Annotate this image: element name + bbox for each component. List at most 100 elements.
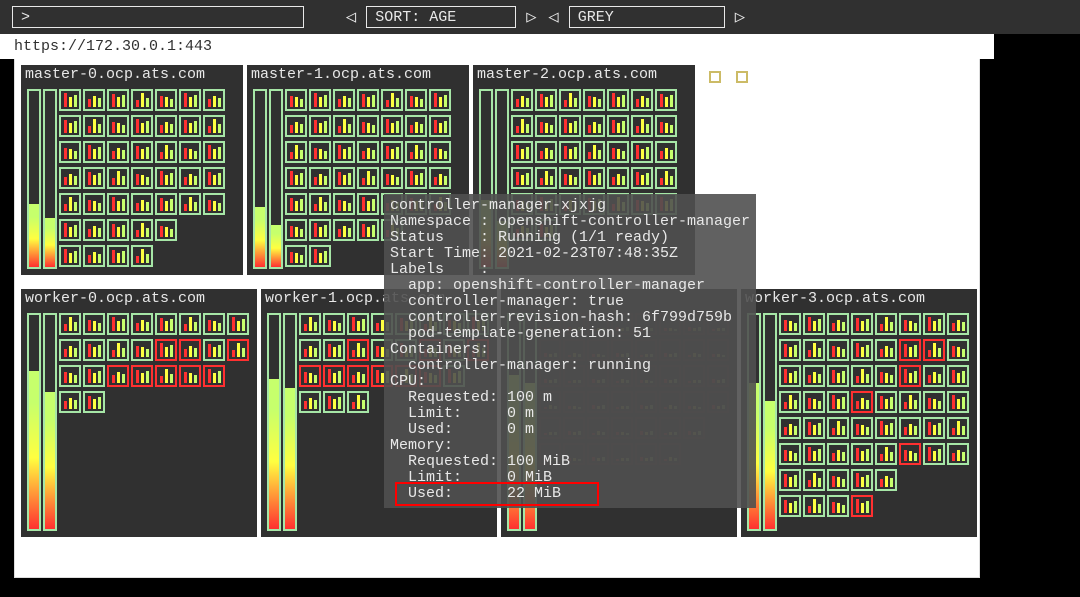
pod[interactable] (827, 495, 849, 517)
pod[interactable] (285, 219, 307, 241)
pod[interactable] (631, 115, 653, 137)
pod[interactable] (285, 245, 307, 267)
pod[interactable] (309, 219, 331, 241)
pod[interactable] (179, 339, 201, 361)
theme-prev-icon[interactable]: ◁ (549, 7, 559, 28)
pod[interactable] (875, 469, 897, 491)
pod[interactable] (535, 115, 557, 137)
pod[interactable] (779, 365, 801, 387)
pod[interactable] (511, 167, 533, 189)
pod[interactable] (59, 115, 81, 137)
pod[interactable] (875, 417, 897, 439)
pod[interactable] (131, 365, 153, 387)
pod[interactable] (59, 391, 81, 413)
pod[interactable] (559, 167, 581, 189)
pod[interactable] (285, 141, 307, 163)
pod[interactable] (309, 115, 331, 137)
pod[interactable] (429, 89, 451, 111)
pod[interactable] (83, 141, 105, 163)
pod[interactable] (947, 339, 969, 361)
pod[interactable] (875, 313, 897, 335)
pod[interactable] (59, 245, 81, 267)
node-worker3[interactable]: worker-3.ocp.ats.com (741, 289, 977, 537)
pod[interactable] (155, 89, 177, 111)
pod[interactable] (559, 115, 581, 137)
pod[interactable] (203, 193, 225, 215)
pod[interactable] (779, 391, 801, 413)
pod[interactable] (357, 141, 379, 163)
pod[interactable] (923, 391, 945, 413)
pod[interactable] (323, 313, 345, 335)
pod[interactable] (333, 193, 355, 215)
pod[interactable] (875, 391, 897, 413)
pod[interactable] (203, 313, 225, 335)
pod[interactable] (155, 339, 177, 361)
pod[interactable] (83, 313, 105, 335)
pod[interactable] (405, 167, 427, 189)
pod[interactable] (535, 141, 557, 163)
sort-prev-icon[interactable]: ◁ (346, 7, 356, 28)
pod[interactable] (875, 443, 897, 465)
pod[interactable] (405, 141, 427, 163)
sort-next-icon[interactable]: ▷ (526, 7, 536, 28)
pod[interactable] (155, 167, 177, 189)
pod[interactable] (227, 339, 249, 361)
pod[interactable] (803, 313, 825, 335)
pod[interactable] (333, 115, 355, 137)
pod[interactable] (59, 141, 81, 163)
pod[interactable] (131, 193, 153, 215)
pod[interactable] (655, 89, 677, 111)
pod[interactable] (131, 115, 153, 137)
pod[interactable] (83, 219, 105, 241)
pod[interactable] (803, 443, 825, 465)
pod[interactable] (59, 365, 81, 387)
pod[interactable] (779, 339, 801, 361)
pod[interactable] (827, 313, 849, 335)
pod[interactable] (899, 339, 921, 361)
pod[interactable] (59, 219, 81, 241)
pod[interactable] (59, 193, 81, 215)
pod[interactable] (559, 89, 581, 111)
pod[interactable] (107, 339, 129, 361)
pod[interactable] (381, 115, 403, 137)
pod[interactable] (155, 219, 177, 241)
pod[interactable] (381, 141, 403, 163)
pod[interactable] (285, 115, 307, 137)
pod[interactable] (107, 365, 129, 387)
pod[interactable] (203, 339, 225, 361)
pod[interactable] (347, 365, 369, 387)
pod[interactable] (357, 219, 379, 241)
pod[interactable] (131, 313, 153, 335)
pod[interactable] (851, 339, 873, 361)
pod[interactable] (405, 115, 427, 137)
pod[interactable] (131, 141, 153, 163)
pod[interactable] (357, 193, 379, 215)
theme-field[interactable]: GREY (569, 6, 725, 28)
pod[interactable] (347, 391, 369, 413)
pod[interactable] (631, 141, 653, 163)
pod[interactable] (779, 495, 801, 517)
pod[interactable] (827, 469, 849, 491)
node-worker0[interactable]: worker-0.ocp.ats.com (21, 289, 257, 537)
pod[interactable] (851, 417, 873, 439)
pod[interactable] (323, 365, 345, 387)
pod[interactable] (107, 219, 129, 241)
pod[interactable] (323, 391, 345, 413)
pod[interactable] (535, 167, 557, 189)
pod[interactable] (131, 339, 153, 361)
pod[interactable] (803, 365, 825, 387)
pod[interactable] (899, 417, 921, 439)
pod[interactable] (299, 365, 321, 387)
pod[interactable] (179, 313, 201, 335)
pod[interactable] (827, 417, 849, 439)
pod[interactable] (381, 167, 403, 189)
pod[interactable] (923, 365, 945, 387)
pod[interactable] (875, 365, 897, 387)
pod[interactable] (179, 167, 201, 189)
pod[interactable] (155, 313, 177, 335)
pod[interactable] (309, 141, 331, 163)
pod[interactable] (607, 89, 629, 111)
pod[interactable] (347, 313, 369, 335)
pod[interactable] (779, 469, 801, 491)
pod[interactable] (803, 417, 825, 439)
